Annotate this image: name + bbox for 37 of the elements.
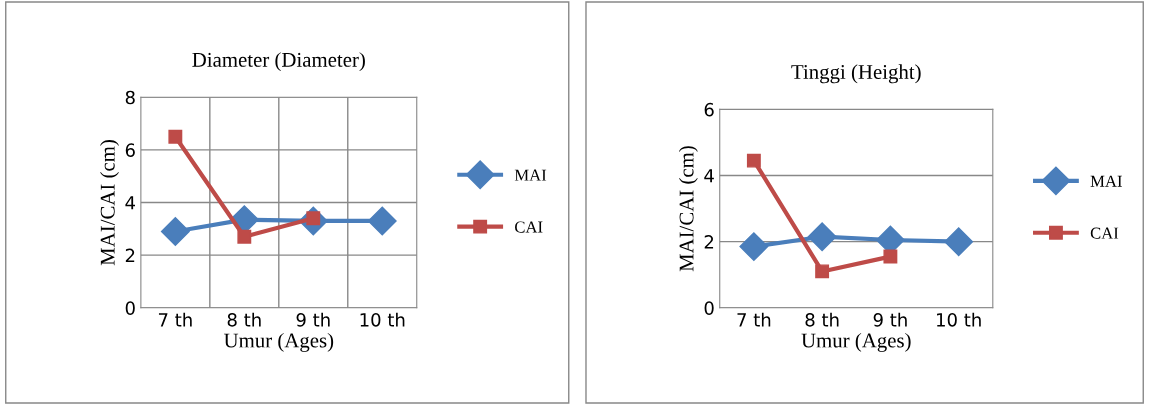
point (168, 129, 183, 144)
y-tick-label: 4 (704, 169, 714, 183)
point (815, 264, 830, 279)
y-axis-title: MAI/CAI (cm) (100, 140, 119, 266)
legend-label: CAI (1090, 227, 1119, 239)
point (746, 153, 761, 168)
legend-label: MAI (1090, 175, 1122, 187)
y-axis-title: MAI/CAI (cm) (678, 146, 698, 272)
point (739, 232, 769, 262)
x-axis-title: Umur (Ages) (223, 332, 334, 352)
point (944, 227, 974, 257)
y-tick-label: 6 (125, 143, 135, 157)
x-tick-label: 9 th (873, 312, 907, 327)
chart-title: Tinggi (Height) (791, 64, 921, 84)
y-tick-label: 0 (125, 301, 135, 315)
point (160, 217, 190, 246)
x-tick-label: 8 th (227, 312, 261, 327)
legend-label: CAI (515, 221, 543, 233)
point (237, 229, 252, 244)
x-tick-label: 10 th (360, 312, 405, 327)
x-tick-label: 8 th (805, 312, 839, 327)
y-tick-label: 0 (704, 301, 714, 315)
y-tick-label: 2 (125, 248, 135, 263)
y-tick-label: 4 (125, 196, 135, 210)
y-tick-label: 2 (704, 235, 714, 249)
x-tick-label: 7 th (737, 312, 771, 327)
x-axis-title: Umur (Ages) (801, 332, 911, 352)
x-tick-label: 7 th (158, 312, 192, 327)
legend-label: MAI (514, 169, 547, 181)
y-tick-label: 8 (125, 90, 135, 105)
x-tick-label: 10 th (937, 312, 981, 327)
point (807, 222, 837, 252)
y-tick-label: 6 (704, 102, 714, 117)
point (367, 206, 397, 236)
point (883, 249, 898, 264)
x-tick-label: 9 th (296, 312, 330, 327)
chart-title: Diameter (Diameter) (192, 52, 365, 72)
